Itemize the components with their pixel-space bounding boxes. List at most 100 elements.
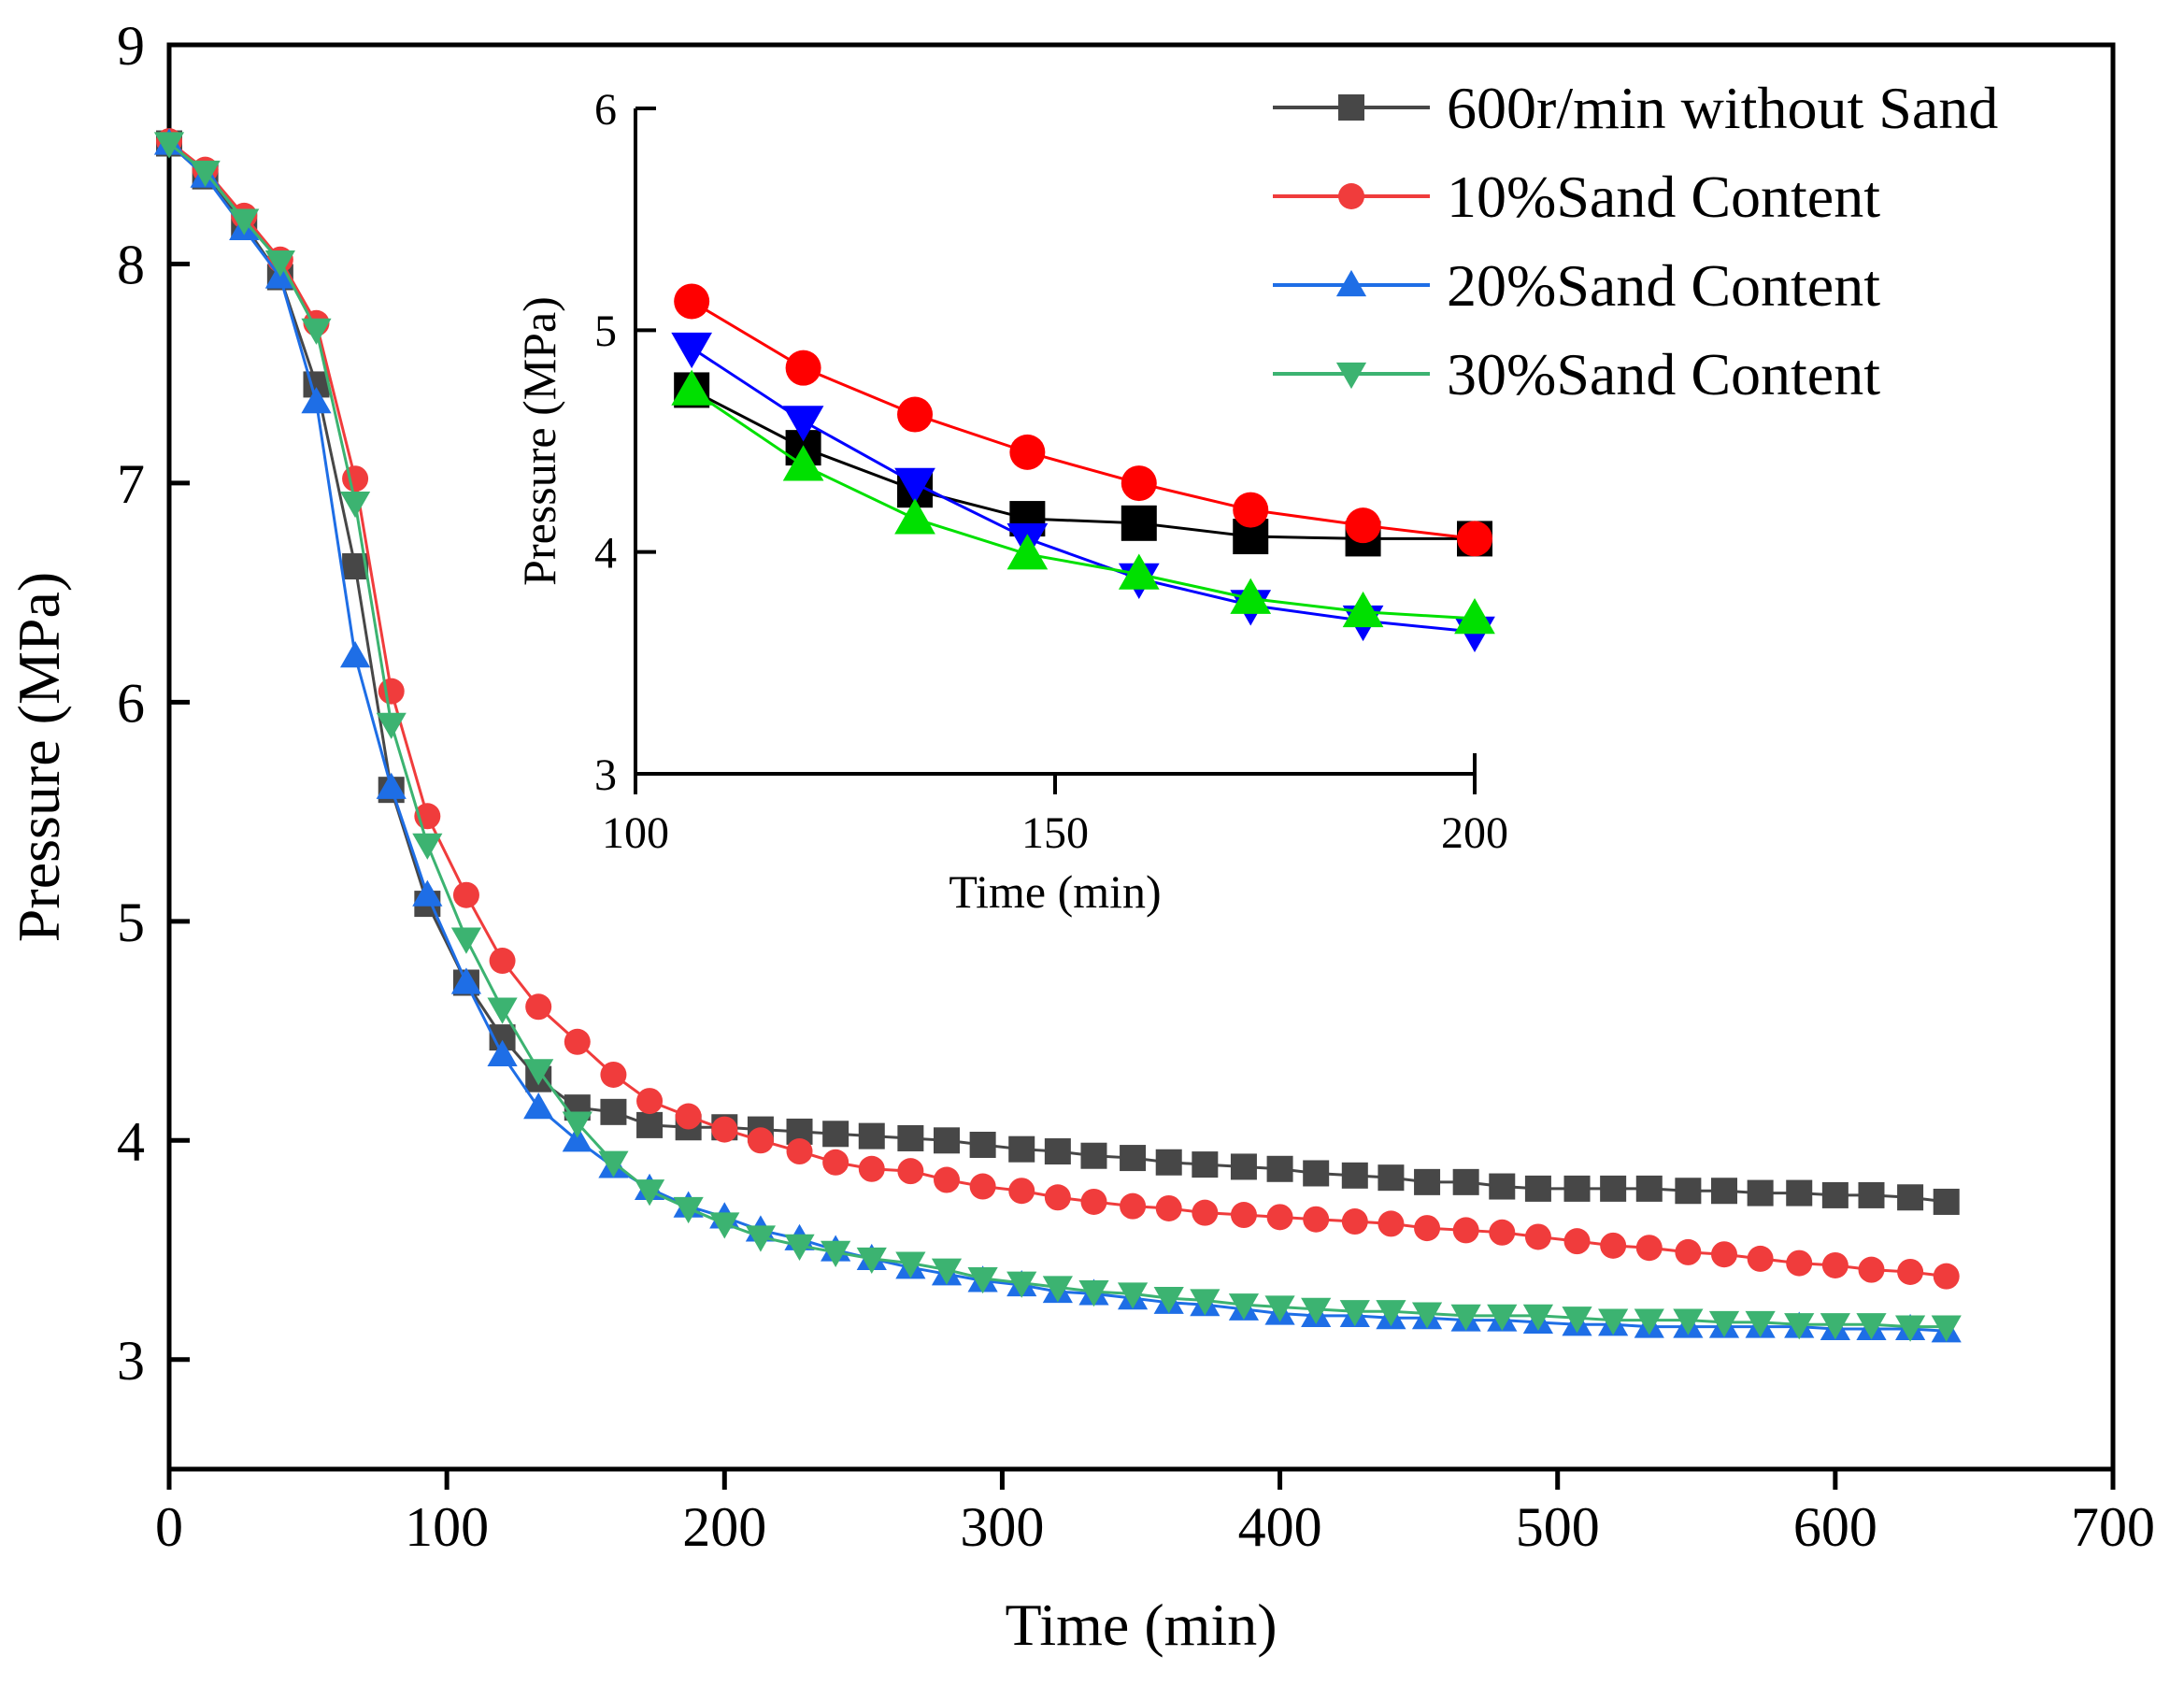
main-series-600r-min-without-sand-point [1933,1188,1960,1215]
inset-series-30-sand-content-point [782,445,824,481]
inset-y-tick-label: 5 [594,307,617,356]
main-series-30-sand-content-point [1708,1310,1740,1338]
main-series-600r-min-without-sand-point [1080,1142,1107,1169]
main-series-600r-min-without-sand-point [1155,1149,1182,1176]
main-series-30-sand-content-point [1745,1310,1776,1338]
inset-series-10-sand-content-point [674,283,710,320]
main-series-600r-min-without-sand-point [1635,1175,1663,1202]
inset-series-30-sand-content-line [691,389,1476,621]
inset-series-20-sand-content-point [671,332,713,369]
main-series-600r-min-without-sand-point [969,1131,996,1158]
main-y-tick-label: 7 [117,453,145,515]
main-series-30-sand-content-point [450,927,482,954]
main-series-30-sand-content-point [856,1247,887,1275]
main-y-tick-label: 5 [117,892,145,953]
main-series-10-sand-content-point [858,1155,885,1182]
main-series-600r-min-without-sand-point [1858,1181,1885,1208]
main-series-600r-min-without-sand-point [1120,1145,1147,1172]
main-series-10-sand-content-point [1711,1241,1737,1268]
inset-plot: 100 150 200 3 4 5 6 Time (min) Pressure (MPa) [513,85,1508,918]
inset-y-tick-label: 4 [594,528,617,578]
main-series-10-sand-content-point [1747,1245,1774,1272]
main-series-600r-min-without-sand-point [1414,1168,1441,1195]
inset-series-10-sand-content-point [1457,521,1492,557]
main-series-10-sand-content-point [969,1173,996,1200]
main-series-30-sand-content-point [1450,1304,1481,1331]
main-series-30-sand-content-point [1894,1315,1926,1342]
main-series-30-sand-content-point [264,250,295,278]
main-series-30-sand-content-point [1673,1308,1704,1335]
inset-series-30-sand-content-point [1118,553,1160,590]
main-y-tick-label: 6 [117,672,145,734]
main-series-30-sand-content-point [1264,1295,1295,1322]
main-series-30-sand-content-point [709,1212,740,1239]
main-series-600r-min-without-sand-point [1044,1138,1071,1165]
inset-series-600r-min-without-sand-line [691,389,1475,540]
main-series-10-sand-content-point [1933,1263,1960,1290]
inset-series-30-sand-content-point [1342,591,1384,628]
inset-series-30-sand-content-point [1006,534,1049,570]
main-series-30-sand-content-point [153,132,185,159]
main-series-10-sand-content-point [1044,1184,1071,1211]
main-series-600r-min-without-sand-point [1897,1184,1924,1211]
main-series-600r-min-without-sand-point [1008,1135,1035,1163]
main-x-tick-label: 500 [1516,1496,1600,1558]
inset-series-10-sand-content-point [897,396,934,433]
main-series-30-sand-content-point [967,1266,998,1294]
main-series-10-sand-content-point [1192,1199,1219,1226]
inset-series-10-sand-content-point [1345,507,1381,544]
main-x-tick-label: 200 [682,1496,766,1558]
inset-x-axis-title: Time (min) [949,865,1161,918]
main-series-20-sand-content-point [376,772,407,799]
main-series-30-sand-content-point [190,160,221,188]
main-series-30-sand-content-point [931,1258,963,1285]
main-x-axis-title: Time (min) [1006,1592,1278,1658]
main-series-30-sand-content-point [1339,1300,1370,1327]
main-series-10-sand-content-point [675,1103,702,1130]
main-series-10-sand-content-point [1341,1208,1368,1235]
main-series-30-sand-content-point [562,1111,592,1138]
main-series-10-sand-content-point [822,1149,849,1176]
main-series-10-sand-content-point [1155,1194,1182,1221]
main-series-10-sand-content-point [1080,1188,1107,1215]
main-series-10-sand-content-point [1635,1235,1663,1262]
inset-series-10-sand-content-point [1009,434,1046,470]
inset-series-20-sand-content-point [782,406,824,442]
main-x-tick-label: 100 [405,1496,489,1558]
main-series-10-sand-content-point [1563,1228,1591,1255]
main-x-tick-label: 400 [1238,1496,1322,1558]
inset-series-10-sand-content-point [1121,465,1157,502]
main-series-10-sand-content-point [1414,1215,1441,1242]
legend-item-10-sand-content-label: 10%Sand Content [1447,164,1880,230]
inset-series-30-sand-content-point [671,369,713,406]
inset-series-30-sand-content-point [894,498,935,535]
main-series-600r-min-without-sand-point [1675,1178,1702,1205]
main-series-600r-min-without-sand-point [858,1122,885,1150]
main-series-30-sand-content-point [1117,1282,1149,1309]
main-series-10-sand-content-point [711,1116,738,1143]
inset-x-tick-label: 100 [602,808,669,858]
inset-series-10-sand-content-point [785,350,821,386]
main-series-30-sand-content-point [598,1150,629,1178]
main-series-10-sand-content-point [1524,1223,1551,1250]
inset-series-30-sand-content-point [1454,598,1495,635]
main-series-30-sand-content-point [1411,1302,1443,1329]
main-series-20-sand-content-point [562,1125,592,1152]
main-series-20-sand-content-point [487,1039,518,1066]
inset-x-tick-label: 200 [1441,808,1508,858]
main-series-10-sand-content-point [747,1127,774,1154]
main-series-10-sand-content-point [1120,1192,1147,1220]
main-y-axis-title: Pressure (MPa) [6,572,72,942]
main-series-10-sand-content-point [600,1061,627,1088]
main-series-10-sand-content-point [1600,1232,1627,1259]
main-x-tick-label: 600 [1793,1496,1877,1558]
main-series-600r-min-without-sand-point [897,1124,924,1151]
main-series-600r-min-without-sand-point [1452,1168,1479,1195]
main-series-30-sand-content-point [487,997,518,1024]
main-series-30-sand-content-point [1190,1289,1220,1316]
main-series-30-sand-content-point [634,1179,665,1207]
legend-item-10-sand-content-marker [1338,183,1364,209]
main-series-30-sand-content-point [1820,1313,1850,1340]
legend-item-20-sand-content-marker [1335,269,1367,297]
